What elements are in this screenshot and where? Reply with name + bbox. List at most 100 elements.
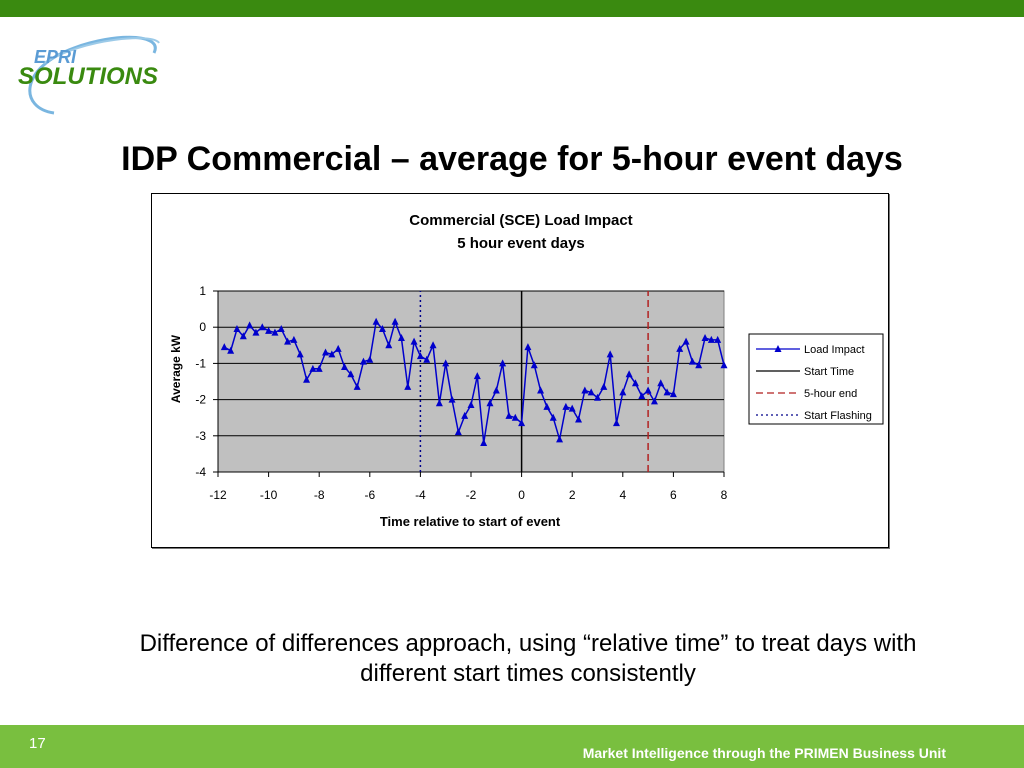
load-impact-point [663, 388, 671, 396]
x-tick-label: -8 [314, 488, 325, 502]
bottom-bar [0, 725, 1024, 768]
load-impact-point [334, 344, 342, 352]
load-impact-point [435, 399, 443, 407]
load-impact-point [695, 361, 703, 369]
y-axis-label: Average kW [169, 334, 183, 403]
logo-epri-text: EPRI [34, 47, 77, 67]
load-impact-point [385, 341, 393, 349]
load-impact-point [524, 343, 532, 351]
load-impact-point [277, 325, 285, 333]
load-impact-point [575, 415, 583, 423]
load-impact-point [227, 346, 235, 354]
load-impact-point [587, 388, 595, 396]
load-impact-point [284, 337, 292, 345]
load-impact-point [492, 386, 500, 394]
y-tick-label: -1 [195, 356, 206, 370]
load-impact-point [239, 332, 247, 340]
load-impact-point [625, 370, 633, 378]
load-impact-point [258, 323, 266, 331]
load-impact-point [410, 337, 418, 345]
load-impact-point [549, 413, 557, 421]
load-impact-point [366, 355, 374, 363]
x-tick-label: 2 [569, 488, 576, 502]
load-impact-point [701, 334, 709, 342]
load-impact-point [416, 352, 424, 360]
x-tick-label: 4 [619, 488, 626, 502]
x-tick-label: 8 [721, 488, 728, 502]
y-tick-label: 0 [199, 320, 206, 334]
load-impact-point [359, 357, 367, 365]
load-impact-point [246, 321, 254, 329]
load-impact-point [461, 411, 469, 419]
load-impact-point [303, 375, 311, 383]
load-impact-point [600, 382, 608, 390]
legend-label: Start Flashing [804, 410, 872, 422]
load-impact-point [562, 402, 570, 410]
load-impact-point [612, 419, 620, 427]
load-impact-point [581, 386, 589, 394]
load-impact-point [391, 317, 399, 325]
load-impact-point [347, 370, 355, 378]
y-tick-label: 1 [199, 284, 206, 298]
load-impact-point [594, 393, 601, 401]
load-impact-point [473, 372, 481, 380]
chart-frame: Commercial (SCE) Load Impact 5 hour even… [151, 193, 889, 548]
load-impact-point [252, 328, 260, 336]
plot-area [217, 290, 725, 473]
slide-caption: Difference of differences approach, usin… [139, 630, 917, 687]
x-tick-label: -6 [364, 488, 375, 502]
load-impact-point [265, 326, 273, 334]
load-impact-point [315, 364, 323, 372]
x-tick-label: -2 [466, 488, 477, 502]
legend-label: 5-hour end [804, 388, 857, 400]
top-bar [0, 0, 1024, 17]
load-impact-point [644, 386, 652, 394]
load-impact-point [682, 337, 690, 345]
x-tick-label: -4 [415, 488, 426, 502]
load-impact-point [606, 350, 614, 358]
load-impact-point [720, 361, 728, 369]
load-impact-point [296, 350, 304, 358]
load-impact-point [220, 343, 228, 351]
epri-solutions-logo: EPRI SOLUTIONS [18, 35, 160, 115]
load-impact-point [397, 334, 405, 342]
load-impact-point [341, 363, 348, 371]
x-tick-label: -12 [209, 488, 227, 502]
chart-title: Commercial (SCE) Load Impact [409, 212, 632, 229]
load-impact-point [290, 335, 298, 343]
y-tick-label: -4 [195, 465, 206, 479]
x-tick-label: -10 [260, 488, 278, 502]
x-tick-label: 6 [670, 488, 677, 502]
chart-subtitle: 5 hour event days [457, 235, 585, 252]
load-impact-point [467, 401, 475, 409]
load-impact-point [707, 335, 715, 343]
load-impact-point [537, 386, 545, 394]
slide-number: 17 [29, 735, 46, 752]
load-impact-point [688, 357, 696, 365]
load-impact-point [714, 335, 722, 343]
load-impact-point [480, 439, 488, 447]
load-impact-point [372, 317, 380, 325]
y-tick-label: -2 [195, 393, 206, 407]
load-impact-point [233, 325, 241, 333]
chart-legend: Load Impact Start Time 5-hour end Start Fla… [748, 333, 884, 425]
load-impact-point [568, 404, 576, 412]
load-impact-point [486, 399, 494, 407]
legend-marker [774, 345, 782, 352]
load-impact-point [657, 379, 665, 387]
load-impact-point [448, 395, 456, 403]
load-impact-point [631, 379, 639, 387]
load-impact-point [322, 348, 330, 356]
load-impact-point [442, 359, 450, 367]
load-impact-point [619, 388, 627, 396]
load-impact-point [309, 364, 317, 372]
load-impact-point [505, 411, 513, 419]
load-impact-point [499, 359, 507, 367]
load-impact-point [378, 325, 386, 333]
load-impact-point [271, 328, 279, 336]
load-impact-point [518, 419, 526, 427]
load-impact-point [556, 435, 564, 443]
load-impact-point [423, 355, 431, 363]
legend-label: Load Impact [804, 344, 865, 356]
load-impact-point [454, 428, 462, 436]
